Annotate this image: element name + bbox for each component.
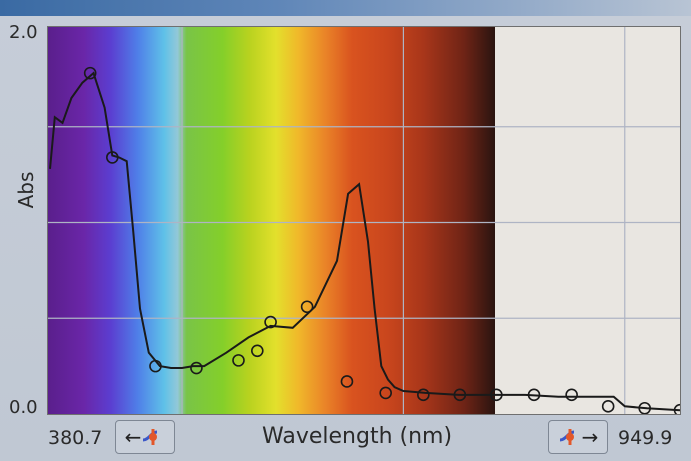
data-point-marker — [379, 386, 392, 400]
data-point-marker — [149, 359, 162, 373]
spectrum-plot[interactable] — [47, 26, 681, 415]
data-point-marker — [527, 388, 541, 402]
data-point-marker — [340, 375, 354, 388]
data-point-marker — [232, 354, 245, 367]
absorbance-curve — [49, 71, 680, 412]
data-point-marker — [601, 400, 615, 413]
data-point-marker — [417, 388, 430, 402]
wavelength-max: 949.9 — [618, 427, 673, 449]
y-tick-max: 2.0 — [9, 22, 38, 43]
scroll-right-button[interactable]: → — [548, 420, 608, 454]
grid-lines — [48, 27, 680, 414]
data-point-marker — [251, 344, 264, 358]
y-axis-label: Abs — [14, 171, 38, 209]
data-point-marker — [673, 403, 680, 414]
plot-overlay — [48, 27, 680, 414]
data-point-marker — [638, 401, 651, 414]
curve-markers — [83, 66, 680, 414]
data-point-marker — [453, 388, 467, 402]
top-border — [0, 0, 691, 16]
y-tick-min: 0.0 — [9, 397, 38, 418]
data-point-marker — [490, 388, 503, 402]
x-axis-label: Wavelength (nm) — [262, 424, 453, 449]
range-handle-icon — [559, 429, 574, 445]
data-point-marker — [300, 300, 314, 314]
data-point-marker — [565, 388, 578, 402]
left-arrow-icon: ← — [124, 425, 142, 449]
data-point-marker — [190, 361, 203, 375]
data-point-marker — [83, 66, 97, 80]
scroll-left-button[interactable]: ← — [115, 420, 175, 454]
right-arrow-icon: → — [581, 425, 599, 449]
data-point-marker — [264, 315, 277, 329]
range-handle-icon — [143, 429, 158, 445]
data-point-marker — [106, 151, 119, 164]
visible-spectrum-band — [48, 27, 495, 414]
wavelength-min: 380.7 — [48, 427, 103, 449]
